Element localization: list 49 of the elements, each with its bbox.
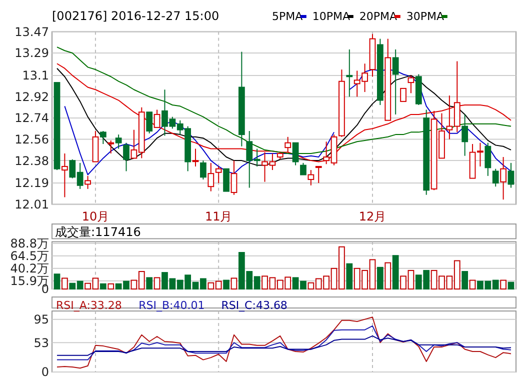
- text: RSI_B:40.01: [138, 299, 205, 312]
- bar: [508, 282, 514, 290]
- candlestick: [369, 34, 376, 78]
- legend-label: 20PMA: [359, 10, 398, 23]
- y-tick-label: 13.47: [14, 24, 49, 39]
- candlestick: [392, 48, 399, 115]
- line-series: [56, 316, 512, 369]
- y-tick-label: 12.38: [14, 154, 49, 168]
- line-series: [56, 325, 512, 360]
- y-tick-label: 88.8万: [10, 236, 49, 251]
- y-tick-label: 13.1: [22, 68, 49, 83]
- candlestick: [284, 136, 292, 153]
- y-tick-label: 64.5万: [10, 249, 49, 264]
- y-tick-label: 12.19: [14, 176, 49, 190]
- text: RSI_C:43.68: [221, 299, 288, 312]
- candlestick: [462, 114, 468, 156]
- y-tick-label: 12.74: [14, 111, 49, 126]
- bar: [100, 283, 106, 290]
- bar: [54, 274, 60, 290]
- y-tick-label: 40.2万: [10, 262, 49, 276]
- chart-title: 成交量:117416: [55, 225, 141, 239]
- bar: [146, 277, 153, 290]
- line-series: [56, 335, 512, 356]
- y-tick-label: 12.01: [14, 198, 49, 212]
- y-tick-label: 0: [41, 365, 49, 380]
- x-tick-label: 12月: [358, 209, 386, 224]
- bar: [346, 263, 353, 290]
- bar: [376, 266, 384, 290]
- candlestick: [208, 162, 214, 192]
- text: RSI_A:33.28: [56, 299, 122, 312]
- candlestick: [500, 156, 506, 200]
- candlestick: [62, 152, 68, 198]
- legend-label: 5PMA: [272, 10, 304, 23]
- y-tick-label: 12.56: [14, 132, 49, 146]
- bar: [223, 280, 230, 290]
- candlestick: [423, 109, 430, 196]
- x-tick-label: 10月: [82, 209, 110, 224]
- y-tick-label: 12.92: [14, 90, 49, 104]
- candlestick: [346, 48, 353, 98]
- candlestick: [238, 51, 245, 147]
- y-tick-label: 53: [34, 336, 49, 350]
- x-tick-label: 11月: [204, 209, 232, 224]
- bar: [392, 255, 399, 290]
- legend-label: 30PMA: [406, 10, 445, 23]
- y-tick-label: 13.29: [14, 46, 49, 60]
- bar: [462, 271, 468, 290]
- y-tick-label: 95: [34, 312, 49, 327]
- chart-title: [002176] 2016-12-27 15:00: [52, 9, 220, 23]
- legend-label: 10PMA: [312, 10, 351, 23]
